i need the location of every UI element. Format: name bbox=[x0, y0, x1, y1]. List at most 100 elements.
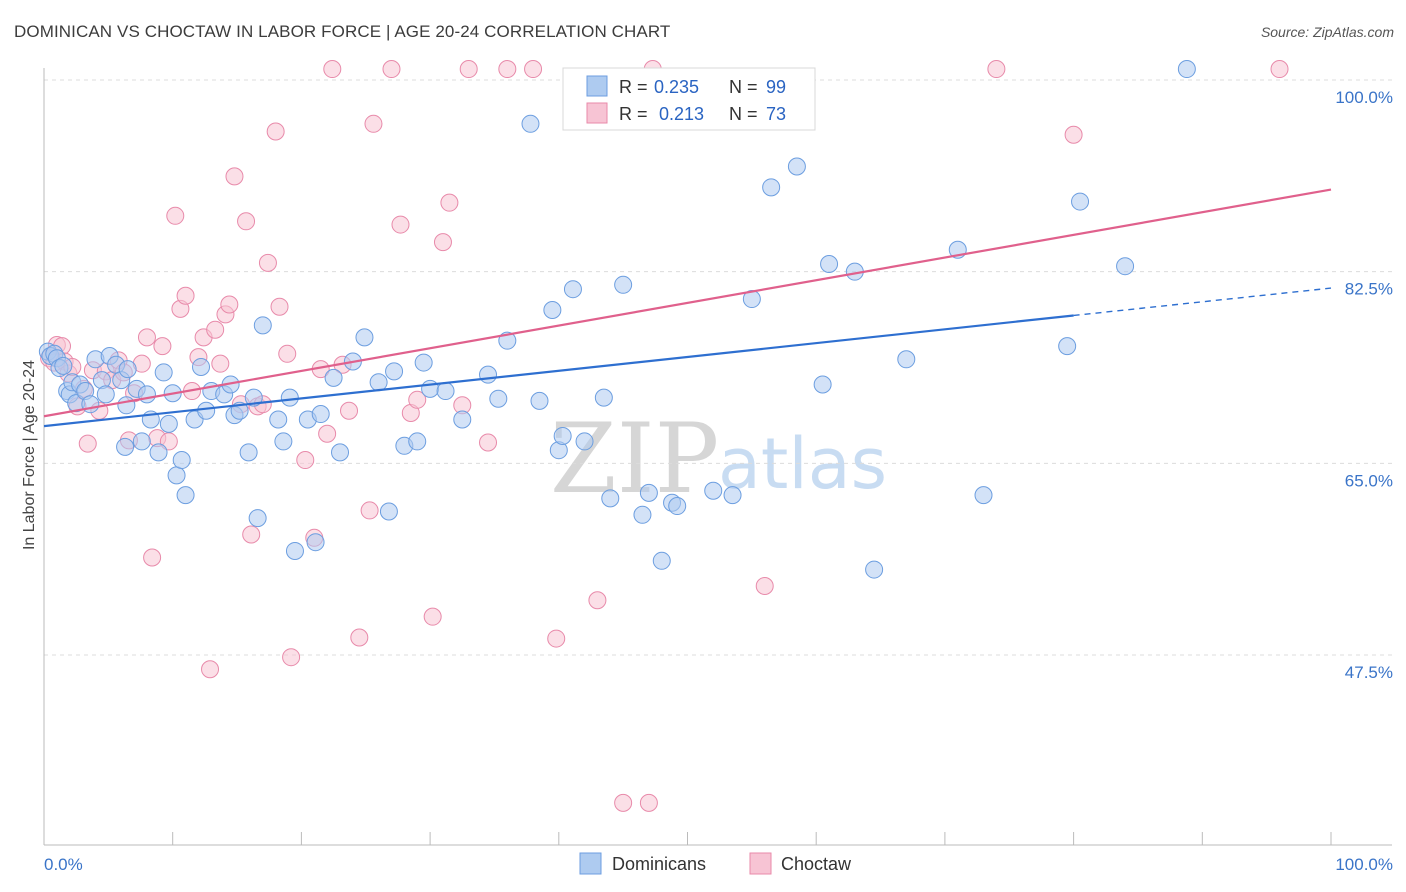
dominicans-point bbox=[521, 114, 540, 133]
choctaw-point bbox=[143, 548, 162, 567]
choctaw-point bbox=[1064, 125, 1083, 144]
choctaw-point bbox=[360, 501, 379, 520]
choctaw-point bbox=[479, 433, 498, 452]
y-tick-labels: 100.0% 82.5% 65.0% 47.5% bbox=[1335, 88, 1393, 682]
dominicans-point bbox=[652, 551, 671, 570]
choctaw-point bbox=[440, 193, 459, 212]
watermark-atlas: atlas bbox=[718, 423, 887, 505]
dominicans-point bbox=[704, 481, 723, 500]
dominicans-point bbox=[723, 486, 742, 505]
legend-n-value-pink: 73 bbox=[766, 104, 786, 124]
choctaw-point bbox=[278, 344, 297, 363]
dominicans-point bbox=[530, 391, 549, 410]
dominicans-point bbox=[154, 363, 173, 382]
choctaw-point bbox=[987, 60, 1006, 79]
choctaw-point bbox=[137, 328, 156, 347]
dominicans-point bbox=[668, 497, 687, 516]
dominicans-point bbox=[355, 328, 374, 347]
choctaw-point bbox=[78, 434, 97, 453]
dominicans-point bbox=[453, 410, 472, 429]
legend-n-value-blue: 99 bbox=[766, 77, 786, 97]
choctaw-point bbox=[755, 577, 774, 595]
legend-r-value-blue: 0.235 bbox=[654, 77, 699, 97]
dominicans-point bbox=[436, 382, 455, 401]
choctaw-point bbox=[201, 660, 220, 679]
choctaw-point bbox=[639, 793, 658, 812]
choctaw-point bbox=[382, 60, 401, 79]
dominicans-point bbox=[116, 437, 135, 456]
choctaw-point bbox=[498, 60, 517, 79]
y-tick-label: 65.0% bbox=[1345, 471, 1393, 490]
bottom-legend-swatch-choctaw bbox=[749, 852, 772, 875]
dominicans-point bbox=[176, 486, 195, 505]
watermark-zip: ZIP bbox=[550, 403, 719, 515]
dominicans-point bbox=[149, 443, 168, 462]
choctaw-point bbox=[614, 793, 633, 812]
dominicans-point bbox=[813, 375, 832, 394]
dominicans-point bbox=[280, 388, 299, 407]
dominicans-point bbox=[192, 357, 211, 376]
dominicans-point bbox=[253, 316, 272, 335]
trend-lines bbox=[43, 188, 1332, 428]
choctaw-point bbox=[340, 401, 359, 420]
choctaw-point bbox=[237, 212, 256, 231]
choctaw-point bbox=[266, 122, 285, 141]
dominicans-point bbox=[865, 560, 884, 579]
dominicans-point bbox=[159, 414, 178, 433]
legend-swatch-blue bbox=[586, 75, 608, 97]
correlation-legend: R = 0.235 N = 99 R = 0.213 N = 73 bbox=[562, 67, 816, 131]
y-tick-label: 100.0% bbox=[1335, 88, 1393, 107]
choctaw-point bbox=[206, 320, 225, 339]
choctaw-point bbox=[391, 215, 410, 234]
choctaw-point bbox=[350, 628, 369, 647]
choctaw-point bbox=[296, 451, 315, 470]
dominicans-point bbox=[614, 275, 633, 294]
dominicans-point bbox=[137, 385, 156, 404]
dominicans-point bbox=[1058, 337, 1077, 356]
dominicans-point bbox=[479, 365, 498, 384]
dominicans-point bbox=[1071, 192, 1090, 211]
dominicans-point bbox=[575, 432, 594, 451]
dominicans-point bbox=[408, 432, 427, 451]
dominicans-point bbox=[543, 301, 562, 319]
dominicans-point bbox=[117, 396, 136, 415]
choctaw-point bbox=[225, 167, 244, 186]
dominicans-point bbox=[414, 353, 433, 372]
dominicans-point bbox=[897, 350, 916, 369]
x-tick-label: 0.0% bbox=[44, 855, 83, 874]
chart-title: DOMINICAN VS CHOCTAW IN LABOR FORCE | AG… bbox=[14, 22, 671, 41]
dominicans-point bbox=[633, 505, 652, 524]
legend-r-value-pink: 0.213 bbox=[659, 104, 704, 124]
y-tick-label: 47.5% bbox=[1345, 663, 1393, 682]
bottom-legend-label-dominicans: Dominicans bbox=[612, 854, 706, 874]
dominicans-trend-extension bbox=[1073, 287, 1332, 317]
dominicans-point bbox=[553, 426, 572, 445]
choctaw-point bbox=[459, 60, 478, 79]
bottom-legend-swatch-dominicans bbox=[579, 852, 602, 875]
dominicans-point bbox=[285, 541, 304, 560]
choctaw-point bbox=[547, 629, 566, 648]
dominicans-point bbox=[324, 368, 343, 387]
dominicans-point bbox=[379, 502, 398, 521]
choctaw-point bbox=[282, 648, 301, 667]
legend-n-label-pink: N = bbox=[729, 104, 758, 124]
choctaw-point bbox=[166, 206, 185, 225]
choctaw-point bbox=[1270, 60, 1289, 79]
choctaw-point bbox=[408, 390, 427, 409]
x-tick-marks bbox=[172, 832, 1332, 845]
choctaw-point bbox=[364, 114, 383, 133]
dominicans-point bbox=[248, 509, 267, 528]
dominicans-point bbox=[167, 466, 186, 485]
dominicans-point bbox=[311, 405, 330, 424]
choctaw-point bbox=[318, 424, 337, 443]
dominicans-points bbox=[38, 60, 1196, 579]
dominicans-point bbox=[274, 432, 293, 451]
choctaw-point bbox=[176, 286, 195, 305]
dominicans-point bbox=[331, 443, 350, 462]
dominicans-point bbox=[269, 410, 288, 429]
dominicans-point bbox=[787, 157, 806, 176]
y-tick-label: 82.5% bbox=[1345, 280, 1393, 299]
choctaw-point bbox=[270, 297, 289, 316]
dominicans-trend-line bbox=[43, 314, 1074, 428]
